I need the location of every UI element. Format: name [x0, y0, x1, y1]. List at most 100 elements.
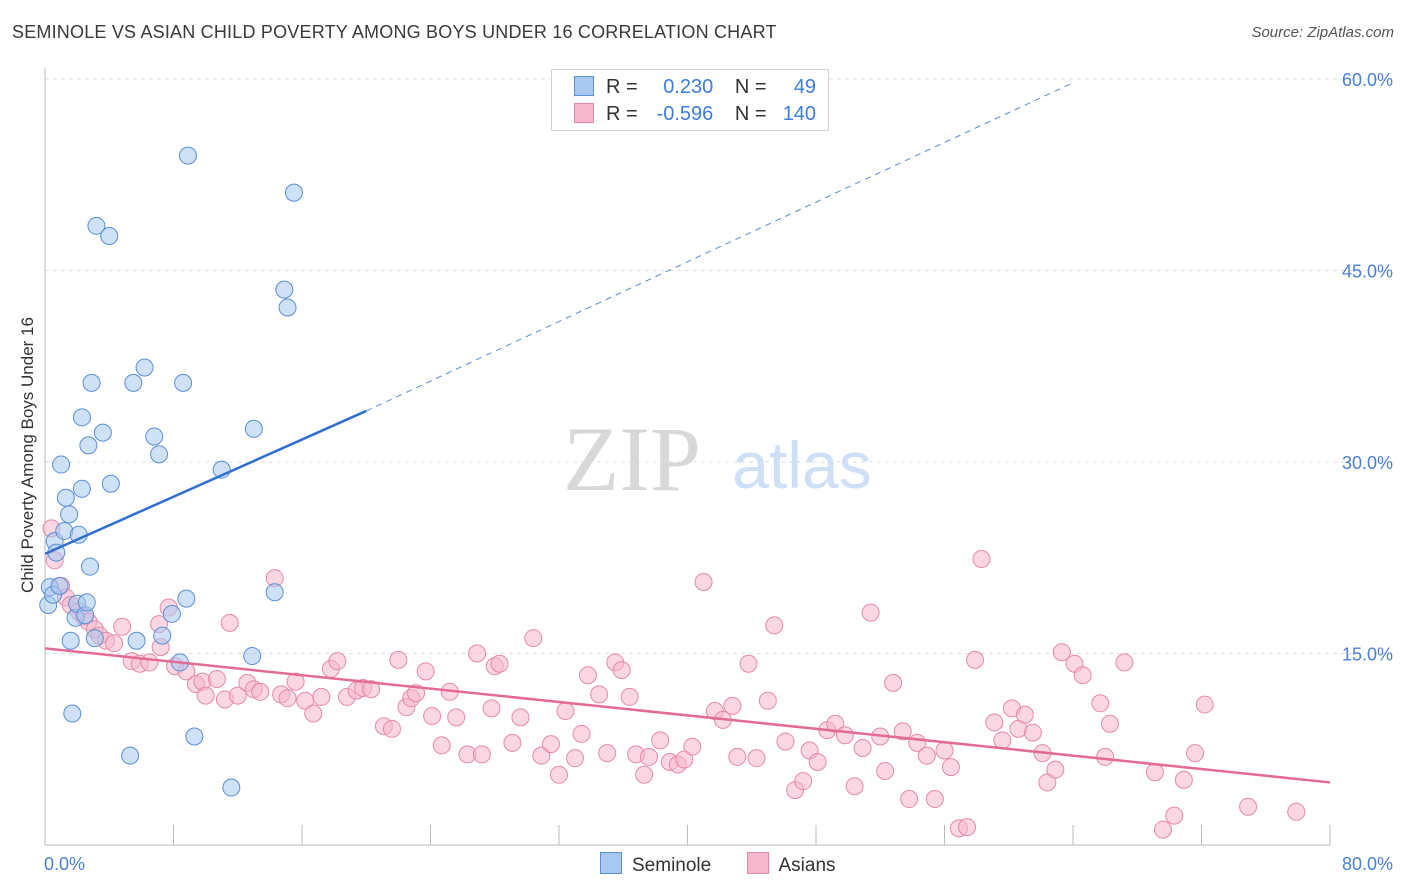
r-value: -0.596	[656, 103, 714, 125]
seminole-point	[77, 593, 96, 612]
asians-point	[423, 707, 442, 726]
seminole-point	[61, 631, 80, 650]
seminole-swatch	[600, 852, 622, 874]
seminole-point	[124, 373, 143, 392]
asians-point	[1186, 744, 1205, 763]
asians-point	[651, 731, 670, 750]
seminole-point	[174, 373, 193, 392]
asians-point	[808, 753, 827, 772]
asians-point	[278, 689, 297, 708]
asians-point	[993, 731, 1012, 750]
asians-point	[572, 724, 591, 743]
seminole-point	[80, 557, 99, 576]
asians-point	[957, 818, 976, 837]
correlation-legend: R = 0.230 N = 49 R = -0.596 N = 140	[551, 69, 829, 131]
n-label: N =	[734, 76, 767, 98]
asians-point	[1038, 773, 1057, 792]
seminole-point	[178, 146, 197, 165]
asians-point	[935, 741, 954, 760]
asians-point	[304, 704, 323, 723]
seminole-point	[243, 647, 262, 666]
tick-labels: 15.0% 30.0% 45.0% 60.0% 0.0% 80.0%	[44, 70, 1393, 874]
asians-point	[728, 747, 747, 766]
legend-item-seminole[interactable]: Seminole	[600, 852, 711, 877]
asians-point	[683, 737, 702, 756]
asians-point	[1153, 820, 1172, 839]
asians-point	[447, 708, 466, 727]
asians-point	[739, 654, 758, 673]
seminole-point	[52, 455, 71, 474]
seminole-point	[101, 474, 120, 493]
asians-point	[1023, 723, 1042, 742]
seminole-point	[275, 280, 294, 299]
series-legend: Seminole Asians	[600, 852, 866, 877]
asians-point	[1165, 806, 1184, 825]
seminole-points	[39, 146, 303, 797]
seminole-point	[265, 583, 284, 602]
asians-point	[1239, 797, 1258, 816]
asians-point	[776, 732, 795, 751]
asians-point	[312, 687, 331, 706]
legend-label: Seminole	[632, 855, 712, 876]
asians-point	[503, 733, 522, 752]
seminole-point	[87, 216, 106, 235]
asians-point	[389, 650, 408, 669]
asians-point	[612, 661, 631, 680]
axes	[44, 68, 1331, 846]
asians-point	[884, 673, 903, 692]
seminole-point	[185, 727, 204, 746]
asians-point	[251, 682, 270, 701]
legend-item-asians[interactable]: Asians	[746, 852, 836, 877]
r-value: 0.230	[663, 76, 714, 98]
asians-point	[1195, 695, 1214, 714]
asians-point	[1174, 770, 1193, 789]
asians-point	[432, 736, 451, 755]
asians-point	[1052, 643, 1071, 662]
asians-point	[482, 699, 501, 718]
asians-point	[794, 772, 813, 791]
seminole-point	[60, 505, 79, 524]
asians-point	[578, 666, 597, 685]
asians-point	[220, 613, 239, 632]
asians-point	[416, 662, 435, 681]
asians-point	[635, 765, 654, 784]
asians-point	[490, 654, 509, 673]
y-tick-label: 45.0%	[1342, 262, 1393, 282]
y-tick-label: 30.0%	[1342, 453, 1393, 473]
asians-point	[1046, 760, 1065, 779]
asians-point	[382, 719, 401, 738]
asians-point	[1091, 694, 1110, 713]
asians-point	[876, 761, 895, 780]
seminole-point	[79, 436, 98, 455]
asians-point	[286, 672, 305, 691]
y-tick-label: 15.0%	[1342, 645, 1393, 665]
watermark-zip: ZIP	[563, 408, 701, 510]
asians-point	[407, 684, 426, 703]
asians-swatch	[746, 852, 769, 874]
asians-point	[196, 686, 215, 705]
seminole-trend-extension	[366, 82, 1074, 412]
asians-point	[845, 777, 864, 796]
asians-point	[694, 573, 713, 592]
source-label: Source: ZipAtlas.com	[1251, 24, 1394, 41]
x-tick-label: 80.0%	[1342, 854, 1393, 874]
n-value: 140	[782, 103, 817, 125]
asians-point	[917, 746, 936, 765]
seminole-point	[72, 408, 91, 427]
seminole-point	[222, 778, 241, 797]
seminole-point	[93, 423, 112, 442]
asians-point	[105, 634, 124, 653]
seminole-point	[127, 631, 146, 650]
asians-point	[925, 790, 944, 809]
asians-point	[472, 745, 491, 764]
seminole-point	[50, 576, 69, 595]
seminole-point	[135, 358, 154, 377]
asians-point	[140, 653, 159, 672]
legend-label: Asians	[778, 855, 836, 876]
asians-point	[590, 685, 609, 704]
asians-point	[550, 765, 568, 784]
asians-point	[556, 701, 575, 720]
asians-point	[765, 616, 784, 635]
asians-point	[1145, 763, 1164, 782]
n-value: 49	[793, 76, 817, 98]
